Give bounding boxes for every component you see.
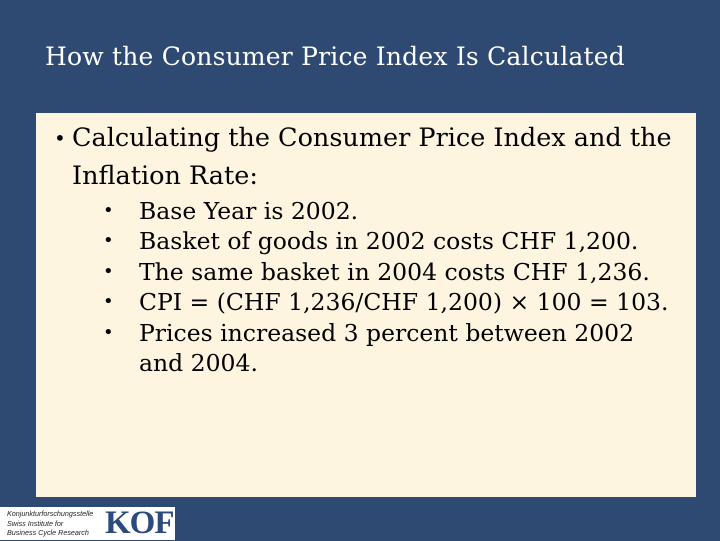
sub-bullet-item: • Prices increased 3 percent between 200…	[103, 318, 683, 379]
bullet-dot-icon: •	[103, 230, 114, 252]
kof-logo-line: Konjunkturforschungsstelle	[7, 509, 94, 518]
kof-logo-line: Swiss Institute for	[7, 518, 64, 528]
sub-bullet-text: Prices increased 3 percent between 2002 …	[139, 318, 635, 378]
bullet-dot-icon: •	[103, 200, 114, 221]
sub-bullet-list: • Base Year is 2002. • Basket of goods i…	[103, 196, 683, 378]
sub-bullet-text: Basket of goods in 2002 costs CHF 1,200.	[139, 227, 639, 256]
bullet-dot-icon: •	[103, 321, 114, 343]
kof-logo: Konjunkturforschungsstelle Swiss Institu…	[0, 507, 175, 540]
sub-bullet-item: • Basket of goods in 2002 costs CHF 1,20…	[103, 226, 683, 256]
slide-title: How the Consumer Price Index Is Calculat…	[45, 42, 625, 71]
bullet-dot-icon: •	[103, 291, 114, 313]
bullet-dot-icon: •	[54, 126, 66, 150]
kof-logo-line: Business Cycle Research	[7, 528, 89, 537]
bullet-dot-icon: •	[103, 260, 114, 282]
kof-logo-mark: KOF	[105, 505, 174, 541]
sub-bullet-item: • The same basket in 2004 costs CHF 1,23…	[103, 257, 683, 287]
sub-bullet-item: • CPI = (CHF 1,236/CHF 1,200) × 100 = 10…	[103, 287, 683, 317]
sub-bullet-item: • Base Year is 2002.	[103, 196, 683, 226]
main-bullet: • Calculating the Consumer Price Index a…	[54, 119, 694, 195]
main-bullet-text: Calculating the Consumer Price Index and…	[72, 123, 672, 191]
kof-logo-text: Konjunkturforschungsstelle Swiss Institu…	[7, 509, 93, 538]
sub-bullet-text: The same basket in 2004 costs CHF 1,236.	[139, 257, 650, 286]
content-panel: • Calculating the Consumer Price Index a…	[36, 113, 696, 507]
sub-bullet-text: CPI = (CHF 1,236/CHF 1,200) × 100 = 103.	[139, 288, 669, 317]
sub-bullet-text: Base Year is 2002.	[139, 197, 359, 225]
